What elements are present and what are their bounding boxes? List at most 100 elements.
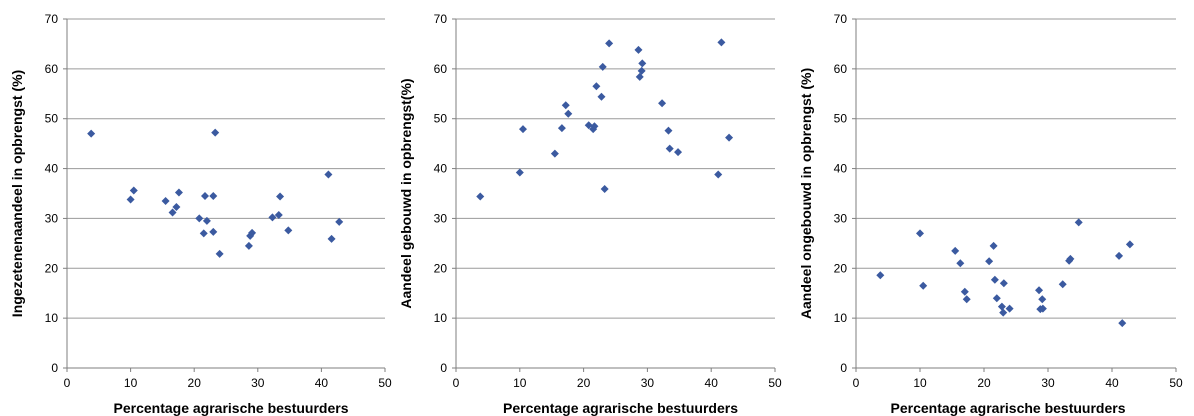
- data-point: [634, 45, 643, 54]
- y-axis-label: Aandeel gebouwd in opbrengst(%): [398, 78, 414, 308]
- data-point: [664, 126, 673, 135]
- data-point: [597, 92, 606, 101]
- x-tick-label: 10: [913, 376, 927, 390]
- data-point: [714, 170, 723, 179]
- data-point: [274, 210, 283, 219]
- x-tick-label: 40: [315, 376, 329, 390]
- y-tick-label: 0: [840, 361, 847, 375]
- data-point: [956, 259, 965, 268]
- x-tick-label: 40: [1105, 376, 1119, 390]
- x-tick-label: 10: [124, 376, 138, 390]
- data-point: [87, 129, 96, 138]
- data-point: [592, 82, 601, 91]
- data-point: [598, 62, 607, 71]
- data-point: [284, 226, 293, 235]
- y-tick-label: 10: [834, 311, 848, 325]
- data-point: [248, 228, 257, 237]
- data-point: [327, 234, 336, 243]
- data-point: [590, 122, 599, 131]
- y-tick-label: 0: [51, 361, 58, 375]
- y-tick-label: 40: [434, 162, 448, 176]
- data-point: [1035, 286, 1044, 295]
- data-point: [211, 128, 220, 137]
- data-point: [201, 191, 210, 200]
- data-point: [717, 38, 726, 47]
- data-point: [1115, 251, 1124, 260]
- data-point: [550, 149, 559, 158]
- x-axis-label: Percentage agrarische bestuurders: [891, 400, 1126, 416]
- data-point: [129, 186, 138, 195]
- data-point: [476, 192, 485, 201]
- y-tick-label: 20: [45, 261, 59, 275]
- data-point: [515, 168, 524, 177]
- data-point: [276, 192, 285, 201]
- data-point: [161, 196, 170, 205]
- data-point: [638, 59, 647, 68]
- data-point: [244, 241, 253, 250]
- data-point: [564, 109, 573, 118]
- x-tick-label: 0: [64, 376, 71, 390]
- x-tick-label: 0: [853, 376, 860, 390]
- chart-panel-3: 0 10 20 30 40 50 60 70 0 10 20 30 40 50 Percentage agr…: [798, 12, 1183, 416]
- data-point: [1125, 240, 1134, 249]
- data-point: [1118, 319, 1127, 328]
- data-point: [126, 195, 135, 204]
- y-tick-label: 10: [45, 311, 59, 325]
- x-tick-label: 20: [188, 376, 202, 390]
- data-point: [725, 133, 734, 142]
- data-point: [1058, 280, 1067, 289]
- data-point: [202, 216, 211, 225]
- y-tick-label: 60: [434, 62, 448, 76]
- data-point: [172, 202, 181, 211]
- data-point: [199, 229, 208, 238]
- data-point: [168, 208, 177, 217]
- data-point: [989, 241, 998, 250]
- y-tick-label: 70: [45, 12, 59, 26]
- y-tick-label: 30: [45, 211, 59, 225]
- x-tick-label: 30: [641, 376, 655, 390]
- data-point: [951, 246, 960, 255]
- x-tick-label: 50: [1169, 376, 1183, 390]
- data-point: [561, 101, 570, 110]
- y-axis-label: Aandeel ongebouwd in opbrengst (%): [798, 68, 814, 319]
- x-tick-label: 0: [453, 376, 460, 390]
- data-point: [1066, 254, 1075, 263]
- data-point: [209, 227, 218, 236]
- x-tick-label: 50: [768, 376, 782, 390]
- data-point: [1005, 304, 1014, 313]
- x-tick-label: 30: [251, 376, 265, 390]
- data-point: [637, 66, 646, 75]
- y-tick-label: 10: [434, 311, 448, 325]
- data-point: [215, 249, 224, 258]
- data-point: [916, 229, 924, 238]
- x-tick-label: 40: [705, 376, 719, 390]
- y-tick-label: 50: [45, 112, 59, 126]
- x-tick-label: 20: [577, 376, 591, 390]
- x-tick-label: 10: [513, 376, 527, 390]
- data-point: [557, 124, 566, 133]
- data-point: [919, 281, 928, 290]
- data-point: [960, 287, 969, 296]
- y-tick-label: 30: [434, 211, 448, 225]
- data-point: [1074, 218, 1083, 227]
- data-point: [876, 271, 885, 280]
- data-point: [335, 217, 344, 226]
- y-tick-label: 60: [834, 62, 848, 76]
- y-tick-label: 70: [434, 12, 448, 26]
- data-point: [985, 257, 994, 266]
- data-point: [665, 144, 674, 153]
- y-tick-label: 20: [434, 261, 448, 275]
- data-point: [992, 294, 1001, 303]
- y-tick-label: 30: [834, 211, 848, 225]
- data-point: [195, 214, 204, 223]
- data-point: [268, 213, 277, 222]
- data-point: [1038, 295, 1047, 304]
- data-point: [605, 39, 614, 48]
- data-point: [674, 148, 683, 157]
- y-tick-label: 20: [834, 261, 848, 275]
- data-point: [635, 72, 644, 81]
- x-axis-label: Percentage agrarische bestuurders: [503, 400, 738, 416]
- data-point: [990, 275, 999, 284]
- data-point: [997, 302, 1006, 311]
